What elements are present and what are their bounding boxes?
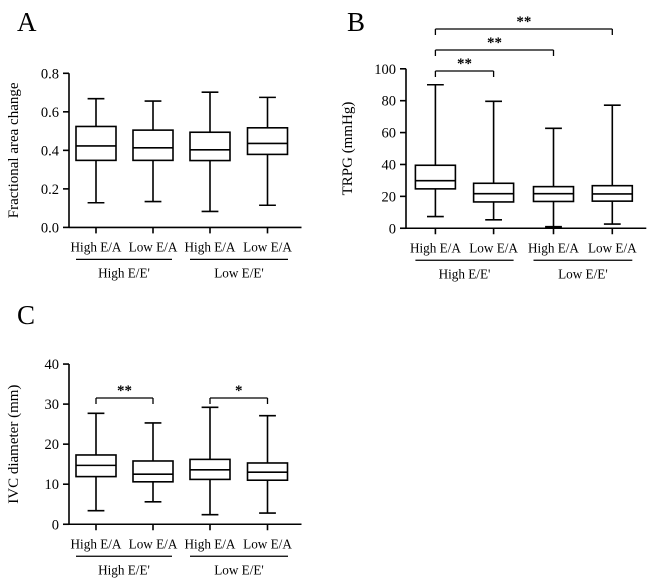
svg-text:0.6: 0.6 <box>41 105 59 121</box>
svg-text:0: 0 <box>389 221 396 237</box>
svg-text:100: 100 <box>374 62 396 78</box>
svg-text:Low E/E': Low E/E' <box>558 266 608 281</box>
svg-text:High E/E': High E/E' <box>98 562 150 577</box>
svg-text:**: ** <box>117 383 132 399</box>
svg-text:Low E/A: Low E/A <box>243 239 292 254</box>
svg-text:0.2: 0.2 <box>41 182 59 198</box>
svg-text:0: 0 <box>52 517 59 533</box>
svg-text:High E/A: High E/A <box>71 536 122 551</box>
svg-text:40: 40 <box>382 157 397 173</box>
svg-text:High E/A: High E/A <box>71 239 122 254</box>
svg-text:*: * <box>235 383 243 399</box>
svg-text:High E/A: High E/A <box>185 536 236 551</box>
svg-text:TRPG (mmHg): TRPG (mmHg) <box>340 102 356 196</box>
svg-text:**: ** <box>487 35 502 51</box>
svg-text:Low E/A: Low E/A <box>588 240 637 255</box>
svg-text:0.8: 0.8 <box>41 66 59 82</box>
svg-text:40: 40 <box>45 357 60 373</box>
svg-text:**: ** <box>516 14 531 30</box>
svg-text:High E/E': High E/E' <box>98 265 150 280</box>
svg-text:High E/A: High E/A <box>528 240 579 255</box>
svg-text:High E/A: High E/A <box>410 240 461 255</box>
svg-text:20: 20 <box>382 189 397 205</box>
svg-text:Low E/A: Low E/A <box>129 239 178 254</box>
svg-text:High E/A: High E/A <box>185 239 236 254</box>
svg-text:80: 80 <box>382 94 397 110</box>
svg-text:10: 10 <box>45 477 60 493</box>
svg-text:Fractional area change: Fractional area change <box>6 82 22 218</box>
svg-text:Low E/A: Low E/A <box>469 240 518 255</box>
svg-text:30: 30 <box>45 397 60 413</box>
svg-text:High E/E': High E/E' <box>439 266 491 281</box>
svg-text:20: 20 <box>45 437 60 453</box>
svg-text:Low E/A: Low E/A <box>243 536 292 551</box>
svg-text:0.4: 0.4 <box>41 143 60 159</box>
svg-text:0.0: 0.0 <box>41 220 59 236</box>
svg-text:60: 60 <box>382 126 397 142</box>
svg-text:IVC diameter (mm): IVC diameter (mm) <box>6 385 22 504</box>
svg-text:Low E/E': Low E/E' <box>214 265 264 280</box>
svg-text:Low E/A: Low E/A <box>129 536 178 551</box>
svg-text:Low E/E': Low E/E' <box>214 562 264 577</box>
svg-text:**: ** <box>457 56 472 72</box>
